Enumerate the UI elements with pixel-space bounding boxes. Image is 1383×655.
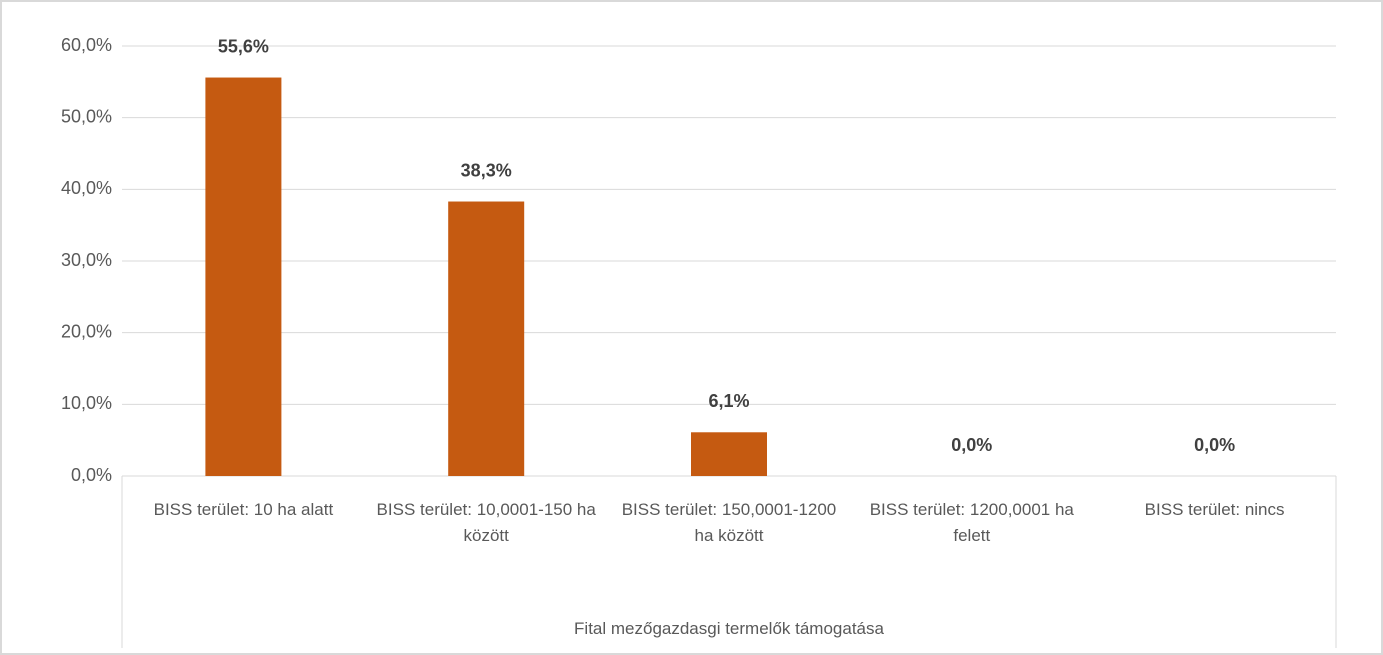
x-tick-label: BISS terület: 10 ha alatt — [153, 500, 334, 519]
bar — [448, 201, 525, 476]
y-tick-label: 20,0% — [61, 321, 112, 341]
value-label: 38,3% — [461, 160, 512, 180]
value-label: 55,6% — [218, 36, 269, 56]
x-tick-label: BISS terület: 10,0001-150 ha között — [376, 500, 596, 545]
y-tick-label: 40,0% — [61, 178, 112, 198]
value-label: 0,0% — [951, 435, 992, 455]
x-tick-label: BISS terület: 1200,0001 ha felett — [869, 500, 1074, 545]
bar — [691, 432, 767, 476]
y-tick-label: 60,0% — [61, 35, 112, 55]
x-tick-label: BISS terület: 150,0001-1200 ha között — [621, 500, 837, 545]
x-tick-label: BISS terület: nincs — [1144, 500, 1285, 519]
y-tick-label: 10,0% — [61, 393, 112, 413]
bar — [205, 77, 282, 477]
x-axis-label: Fital mezőgazdasgi termelők támogatása — [574, 619, 884, 638]
value-label: 6,1% — [708, 391, 749, 411]
y-tick-label: 30,0% — [61, 250, 112, 270]
y-tick-label: 0,0% — [71, 465, 112, 485]
y-tick-label: 50,0% — [61, 106, 112, 126]
value-label: 0,0% — [1194, 435, 1235, 455]
